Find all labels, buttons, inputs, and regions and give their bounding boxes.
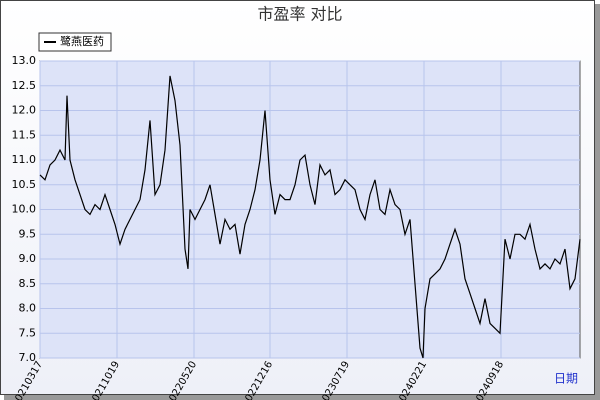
shadow: [4, 395, 600, 400]
x-axis-label: 日期: [554, 372, 578, 386]
line: [39, 75, 581, 359]
y-tick-label: 7.5: [19, 326, 37, 339]
y-tick-label: 7.0: [19, 351, 37, 364]
y-tick-label: 10.0: [12, 203, 37, 216]
y-tick-label: 12.0: [12, 104, 37, 117]
y-tick-label: 12.5: [12, 79, 37, 92]
legend: [38, 32, 112, 52]
y-tick-label: 10.5: [12, 178, 37, 191]
legend-label: 鹭燕医药: [60, 34, 104, 48]
y-tick-label: 9.0: [19, 252, 37, 265]
y-tick-label: 8.5: [19, 277, 37, 290]
y-tick-label: 11.0: [12, 153, 37, 166]
chart-title: 市盈率 对比: [257, 5, 342, 24]
y-tick-label: 13.0: [12, 54, 37, 67]
y-tick-label: 8.0: [19, 302, 37, 315]
y-tick-label: 9.5: [19, 227, 37, 240]
shadow: [595, 4, 600, 400]
y-tick-label: 11.5: [12, 128, 37, 141]
